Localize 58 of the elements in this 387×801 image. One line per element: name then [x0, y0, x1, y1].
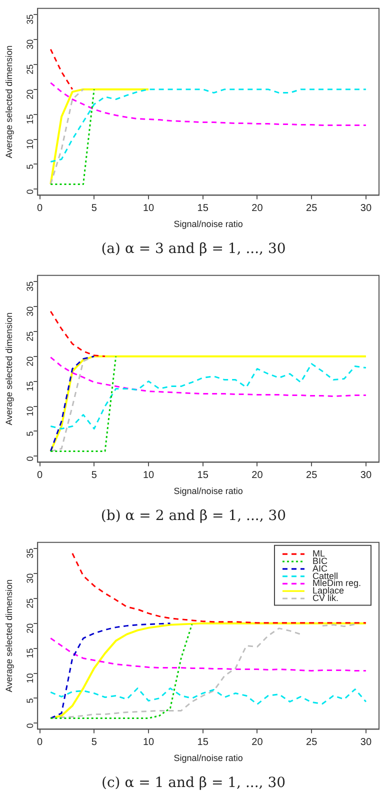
text: (a) α = 3 and β = 1, ..., 30	[100, 240, 287, 259]
x-tick-label: 0	[36, 470, 43, 481]
y-tick-label: 5	[25, 431, 36, 436]
x-tick-label: 15	[197, 470, 209, 481]
x-axis-title: Signal/noise ratio	[174, 486, 243, 496]
y-tick-label: 20	[25, 356, 36, 366]
x-tick-label: 20	[252, 202, 264, 214]
x-tick-label: 30	[360, 736, 372, 748]
y-tick-label: 0	[25, 723, 36, 728]
y-tick-label: 30	[25, 573, 36, 584]
y-tick-label: 15	[25, 648, 36, 658]
y-tick-label: 25	[25, 598, 36, 608]
y-tick-label: 30	[25, 306, 36, 316]
y-axis-title: Average selected dimension	[4, 312, 14, 426]
y-tick-label: 10	[25, 139, 36, 150]
y-tick-label: 25	[25, 331, 36, 342]
x-tick-label: 20	[252, 470, 264, 481]
x-tick-label: 10	[142, 470, 154, 481]
x-tick-label: 30	[360, 470, 372, 481]
x-tick-label: 25	[306, 736, 318, 748]
x-tick-label: 0	[36, 202, 43, 214]
y-tick-label: 5	[25, 698, 36, 704]
legend-label: MleDim reg.	[312, 578, 362, 588]
y-tick-label: 15	[25, 381, 36, 392]
x-tick-label: 5	[91, 736, 98, 748]
y-tick-label: 35	[25, 548, 36, 558]
x-axis-title: Signal/noise ratio	[174, 219, 243, 230]
x-tick-label: 20	[252, 736, 264, 748]
y-tick-label: 10	[25, 406, 36, 416]
y-tick-label: 0	[25, 456, 36, 462]
y-tick-label: 15	[25, 114, 36, 124]
y-tick-label: 20	[25, 89, 36, 100]
y-tick-label: 0	[25, 189, 36, 194]
x-tick-label: 25	[306, 202, 318, 214]
x-tick-label: 25	[306, 470, 318, 481]
y-tick-label: 25	[25, 64, 36, 74]
legend-label: Cattell	[312, 570, 338, 581]
y-tick-label: 10	[25, 673, 36, 684]
x-tick-label: 5	[91, 202, 98, 214]
x-tick-label: 0	[36, 736, 43, 748]
x-tick-label: 30	[360, 202, 372, 214]
x-axis-title: Signal/noise ratio	[174, 753, 243, 764]
y-tick-label: 20	[25, 623, 36, 634]
y-tick-label: 30	[25, 39, 36, 50]
y-tick-label: 35	[25, 14, 36, 24]
x-tick-label: 5	[91, 470, 98, 481]
text: (c) α = 1 and β = 1, ..., 30	[100, 774, 287, 793]
y-axis-title: Average selected dimension	[4, 45, 14, 158]
x-tick-label: 15	[197, 202, 209, 214]
x-tick-label: 15	[197, 736, 209, 748]
x-tick-label: 10	[142, 202, 154, 214]
y-axis-title: Average selected dimension	[4, 579, 14, 692]
legend-label: AIC	[312, 563, 328, 574]
y-tick-label: 5	[25, 164, 36, 170]
text: (b) α = 2 and β = 1, ..., 30	[100, 507, 288, 526]
y-tick-label: 35	[25, 281, 36, 292]
x-tick-label: 10	[142, 736, 154, 748]
legend-label: Laplace	[312, 586, 344, 596]
